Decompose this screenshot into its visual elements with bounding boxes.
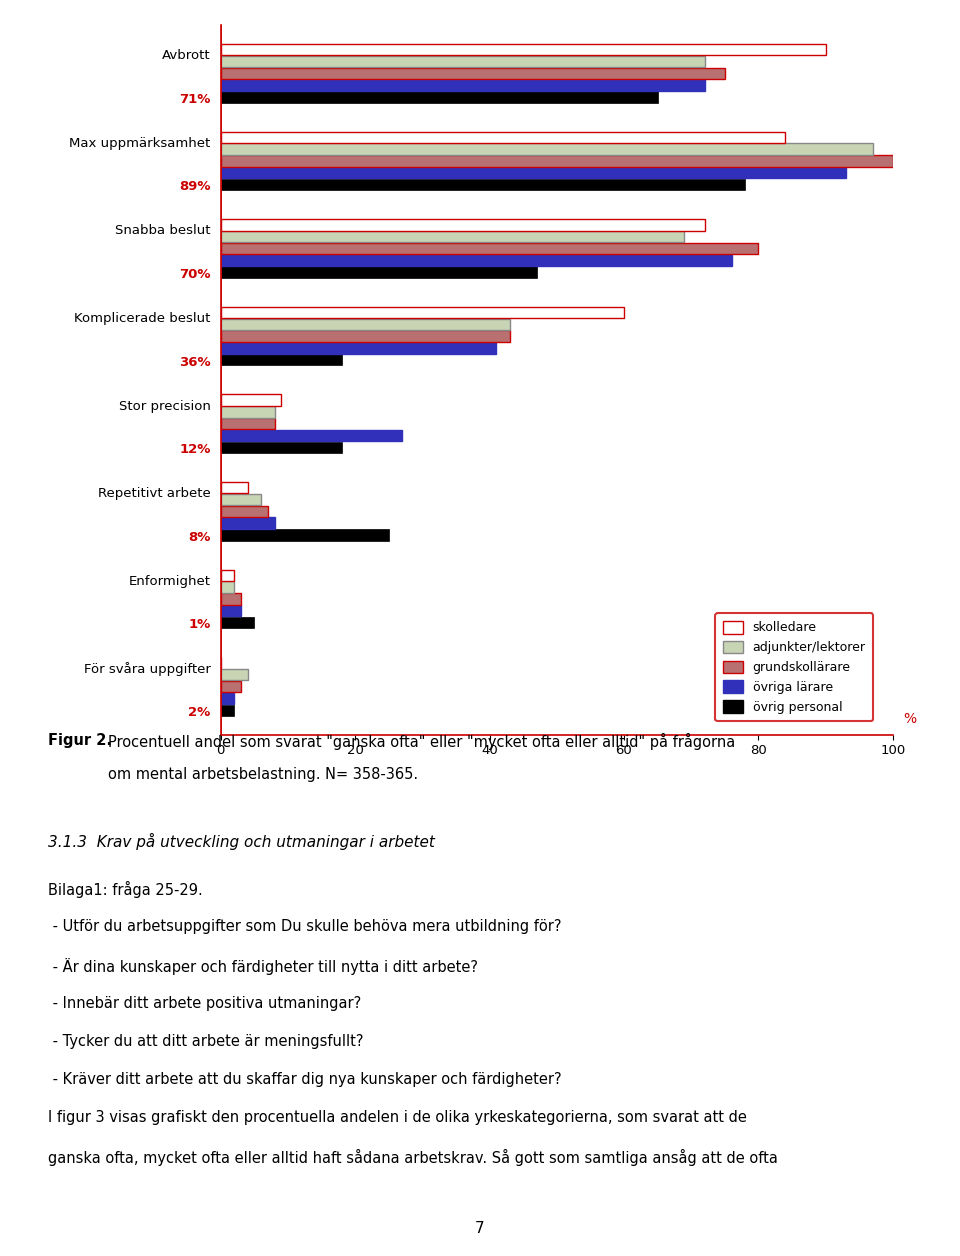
- Bar: [221, 242, 758, 254]
- Text: 8%: 8%: [188, 531, 211, 544]
- Bar: [221, 529, 389, 540]
- Bar: [221, 330, 510, 342]
- Bar: [221, 430, 402, 441]
- Bar: [221, 156, 893, 167]
- Bar: [221, 570, 234, 582]
- Bar: [221, 506, 268, 517]
- Bar: [221, 406, 275, 417]
- Text: - Är dina kunskaper och färdigheter till nytta i ditt arbete?: - Är dina kunskaper och färdigheter till…: [48, 957, 478, 975]
- Bar: [221, 617, 254, 628]
- Text: För svåra uppgifter: För svåra uppgifter: [84, 662, 211, 676]
- Bar: [221, 418, 275, 430]
- Bar: [221, 231, 684, 242]
- Text: - Tycker du att ditt arbete är meningsfullt?: - Tycker du att ditt arbete är meningsfu…: [48, 1034, 364, 1049]
- Text: 70%: 70%: [180, 268, 211, 281]
- Text: Max uppmärksamhet: Max uppmärksamhet: [69, 137, 211, 149]
- Bar: [221, 442, 342, 453]
- Text: 3.1.3  Krav på utveckling och utmaningar i arbetet: 3.1.3 Krav på utveckling och utmaningar …: [48, 834, 435, 850]
- Bar: [221, 178, 745, 190]
- Text: Snabba beslut: Snabba beslut: [115, 225, 211, 237]
- Text: Bilaga1: fråga 25-29.: Bilaga1: fråga 25-29.: [48, 882, 203, 898]
- Bar: [221, 693, 234, 705]
- Bar: [221, 517, 275, 529]
- Bar: [221, 132, 785, 143]
- Bar: [221, 681, 241, 692]
- Text: I figur 3 visas grafiskt den procentuella andelen i de olika yrkeskategorierna, : I figur 3 visas grafiskt den procentuell…: [48, 1110, 747, 1125]
- Text: Figur 2.: Figur 2.: [48, 734, 112, 749]
- Text: Enformighet: Enformighet: [129, 575, 211, 588]
- Bar: [221, 220, 705, 231]
- Text: 7: 7: [475, 1221, 485, 1236]
- Bar: [221, 343, 496, 354]
- Text: ganska ofta, mycket ofta eller alltid haft sådana arbetskrav. Så gott som samtli: ganska ofta, mycket ofta eller alltid ha…: [48, 1148, 778, 1166]
- Bar: [221, 354, 342, 365]
- Text: om mental arbetsbelastning. N= 358-365.: om mental arbetsbelastning. N= 358-365.: [108, 766, 419, 781]
- Text: 89%: 89%: [180, 181, 211, 193]
- Bar: [221, 494, 261, 505]
- Bar: [221, 593, 241, 604]
- Text: - Innebär ditt arbete positiva utmaningar?: - Innebär ditt arbete positiva utmaninga…: [48, 996, 361, 1011]
- Bar: [221, 669, 248, 681]
- Bar: [221, 44, 826, 55]
- Bar: [221, 705, 234, 716]
- Bar: [221, 255, 732, 266]
- Legend: skolledare, adjunkter/lektorer, grundskollärare, övriga lärare, övrig personal: skolledare, adjunkter/lektorer, grundsko…: [715, 613, 873, 721]
- Bar: [221, 306, 624, 318]
- Bar: [221, 68, 725, 79]
- Bar: [221, 394, 281, 406]
- Bar: [221, 167, 846, 178]
- Bar: [221, 79, 705, 90]
- Bar: [221, 55, 705, 67]
- Bar: [221, 605, 241, 617]
- Bar: [221, 92, 658, 103]
- Bar: [221, 143, 873, 154]
- Text: 12%: 12%: [180, 443, 211, 456]
- Text: 1%: 1%: [188, 618, 211, 632]
- Text: Stor precision: Stor precision: [119, 399, 211, 412]
- Text: 36%: 36%: [180, 355, 211, 369]
- Text: 71%: 71%: [180, 93, 211, 106]
- Text: - Utför du arbetsuppgifter som Du skulle behöva mera utbildning för?: - Utför du arbetsuppgifter som Du skulle…: [48, 919, 562, 934]
- Bar: [221, 319, 510, 330]
- Bar: [221, 266, 537, 278]
- Text: Repetitivt arbete: Repetitivt arbete: [98, 487, 211, 500]
- Bar: [221, 482, 248, 494]
- Text: Komplicerade beslut: Komplicerade beslut: [74, 311, 211, 325]
- Text: Procentuell andel som svarat "ganska ofta" eller "mycket ofta eller alltid" på f: Procentuell andel som svarat "ganska oft…: [108, 734, 735, 750]
- Text: %: %: [902, 712, 916, 726]
- Text: 2%: 2%: [188, 706, 211, 720]
- Text: Avbrott: Avbrott: [162, 49, 211, 62]
- Bar: [221, 582, 234, 593]
- Text: - Kräver ditt arbete att du skaffar dig nya kunskaper och färdigheter?: - Kräver ditt arbete att du skaffar dig …: [48, 1073, 562, 1088]
